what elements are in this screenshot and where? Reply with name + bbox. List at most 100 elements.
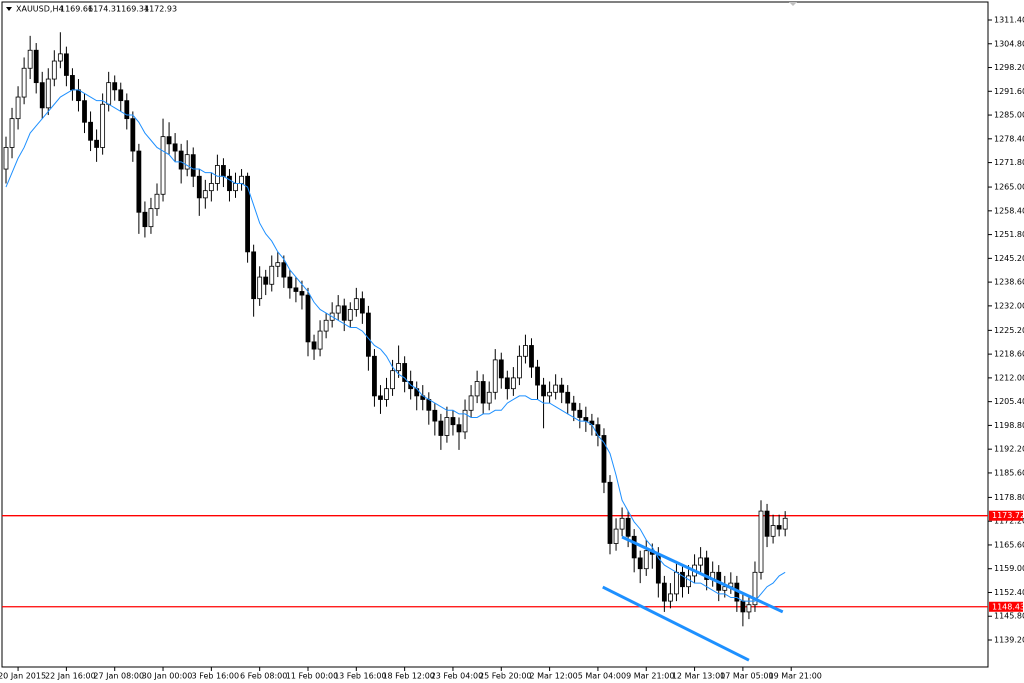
candle-body	[76, 89, 81, 102]
y-tick-label: 1311.40	[994, 16, 1024, 25]
y-tick-label: 1258.40	[994, 206, 1024, 215]
y-tick-label: 1271.80	[994, 158, 1024, 167]
candle-body	[365, 312, 371, 357]
candle-body	[9, 118, 15, 148]
menu-triangle[interactable]	[6, 7, 12, 11]
candle-body	[118, 89, 124, 102]
candle-body	[70, 75, 75, 91]
y-tick-label: 1139.20	[994, 635, 1024, 644]
candle-body	[82, 100, 87, 123]
x-tick-label: 13 Feb 16:00	[334, 672, 386, 681]
y-tick-label: 1185.60	[994, 468, 1024, 477]
candle-body	[547, 391, 553, 397]
candle-body	[432, 409, 438, 422]
candle-body	[504, 377, 510, 390]
x-tick-label: 20 Jan 2015	[0, 672, 46, 681]
candle-body	[51, 60, 57, 80]
candle-body	[39, 82, 45, 109]
candle-body	[637, 557, 643, 570]
candle-body	[577, 409, 583, 418]
candle-body	[299, 291, 305, 296]
candle-body	[746, 604, 752, 613]
candle-body	[486, 391, 492, 404]
candle-body	[529, 345, 534, 368]
candle-body	[317, 330, 323, 350]
y-tick-label: 1251.80	[994, 230, 1024, 239]
candle-body	[166, 136, 172, 145]
candle-body	[510, 377, 516, 390]
candle-body	[21, 67, 27, 98]
y-tick-label: 1212.00	[994, 373, 1024, 382]
y-tick-label: 1291.60	[994, 87, 1024, 96]
candle-body	[619, 517, 625, 530]
candle-body	[57, 53, 63, 62]
candle-body	[305, 294, 311, 343]
candle-body	[214, 165, 220, 184]
candle-body	[172, 143, 178, 152]
candle-body	[239, 175, 244, 184]
candle-body	[130, 118, 136, 152]
candle-body	[390, 370, 395, 390]
quote-value: 1169.34	[116, 5, 149, 14]
candle-body	[281, 262, 287, 278]
candle-body	[492, 359, 498, 393]
candle-body	[347, 309, 353, 321]
y-tick-label: 1145.80	[994, 612, 1024, 621]
plot-layer	[2, 32, 988, 662]
y-tick-label: 1285.00	[994, 111, 1024, 120]
candle-body	[450, 417, 456, 426]
candle-body	[208, 183, 214, 192]
x-tick-label: 25 Feb 20:00	[479, 672, 531, 681]
trend-line	[602, 585, 750, 662]
candle-body	[257, 276, 263, 300]
candle-body	[45, 78, 51, 109]
candle-body	[661, 582, 667, 602]
candle-body	[402, 363, 408, 382]
x-tick-label: 23 Feb 04:00	[431, 672, 483, 681]
candle-body	[559, 384, 565, 393]
candle-body	[233, 183, 238, 192]
candle-body	[263, 276, 269, 285]
candle-body	[776, 525, 782, 530]
candle-body	[565, 391, 571, 404]
x-tick-label: 2 Mar 12:00	[529, 672, 577, 681]
candle-body	[160, 136, 166, 195]
price-label: 1148.43	[992, 602, 1024, 611]
candle-body	[184, 154, 190, 170]
candle-body	[468, 395, 474, 411]
candle-body	[668, 593, 673, 602]
candle-body	[359, 298, 365, 314]
candle-body	[607, 481, 613, 544]
candle-body	[190, 154, 196, 177]
candle-body	[311, 341, 317, 350]
quote-value: 1169.66	[60, 5, 93, 14]
candle-body	[740, 600, 746, 613]
y-tick-label: 1232.00	[994, 301, 1024, 310]
y-tick-label: 1265.00	[994, 183, 1024, 192]
candle-body	[704, 557, 710, 580]
y-tick-label: 1205.40	[994, 397, 1024, 406]
candle-body	[3, 147, 9, 170]
candle-body	[752, 571, 758, 606]
candle-body	[631, 535, 637, 559]
candle-body	[643, 550, 649, 570]
candle-body	[251, 251, 257, 300]
x-tick-label: 6 Feb 08:00	[240, 672, 287, 681]
y-tick-label: 1218.60	[994, 350, 1024, 359]
y-tick-label: 1172.20	[994, 517, 1024, 526]
candle-body	[613, 528, 619, 544]
candle-body	[378, 395, 383, 400]
x-tick-label: 3 Feb 16:00	[192, 672, 239, 681]
candle-body	[269, 265, 275, 285]
candle-body	[758, 510, 764, 573]
candle-body	[782, 517, 788, 530]
x-tick-label: 22 Jan 16:00	[45, 672, 96, 681]
x-tick-label: 11 Feb 00:00	[286, 672, 338, 681]
y-tick-label: 1178.80	[994, 493, 1024, 502]
candle-body	[553, 384, 559, 393]
x-tick-label: 17 Mar 05:00	[720, 672, 773, 681]
candle-body	[148, 208, 154, 228]
candle-body	[686, 575, 691, 588]
x-tick-label: 30 Jan 00:00	[142, 672, 193, 681]
